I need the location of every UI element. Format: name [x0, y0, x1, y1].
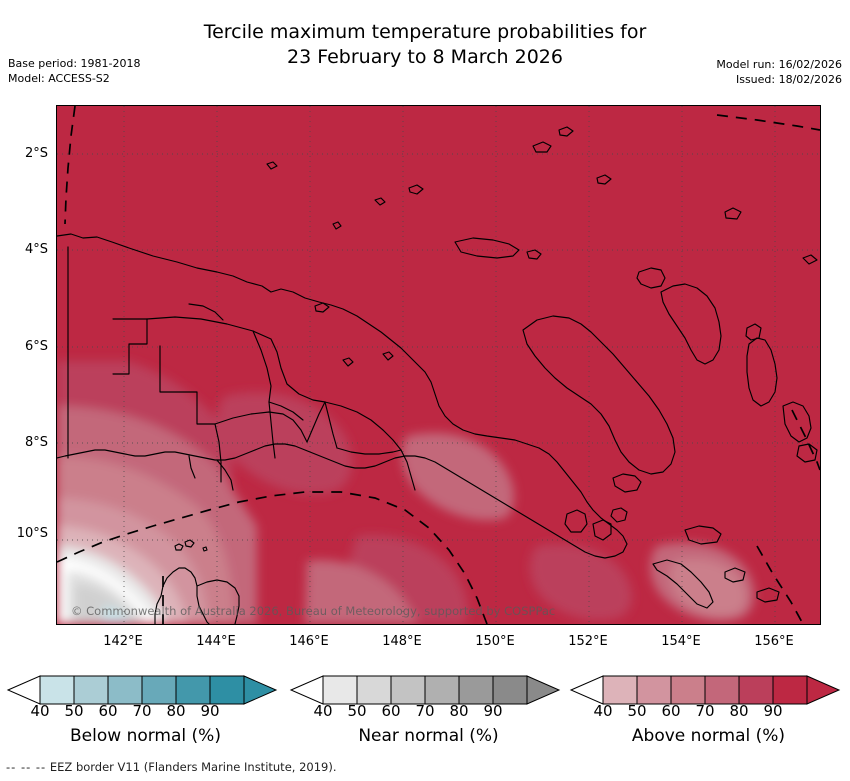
colorbar-above-normal-caption: Above normal (%)	[631, 726, 786, 746]
eez-dash-sample: -- -- --	[6, 760, 47, 774]
x-tick-label-154E: 154°E	[661, 634, 701, 649]
model-text: Model: ACCESS-S2	[8, 72, 110, 85]
colorbar-near-normal-swatches	[289, 675, 561, 705]
cb1-tick-90: 90	[200, 702, 220, 720]
cb2-tick-50: 50	[347, 702, 367, 720]
x-tick-label-144E: 144°E	[196, 634, 236, 649]
y-tick-label-6S: 6°S	[24, 339, 48, 354]
cb3-tick-50: 50	[627, 702, 647, 720]
cb2-tick-80: 80	[449, 702, 469, 720]
y-tick-label-10S: 10°S	[16, 526, 48, 541]
cb1-tick-60: 60	[98, 702, 118, 720]
cb2-tick-90: 90	[483, 702, 503, 720]
x-tick-label-156E: 156°E	[754, 634, 794, 649]
x-tick-label-150E: 150°E	[475, 634, 515, 649]
cb1-tick-40: 40	[30, 702, 50, 720]
cb2-tick-60: 60	[381, 702, 401, 720]
colorbar-near-normal-caption: Near normal (%)	[358, 726, 499, 746]
graticule-grid	[57, 106, 820, 624]
x-tick-label-146E: 146°E	[289, 634, 329, 649]
colorbar-above-normal-ticks: 40 50 60 70 80 90	[567, 702, 850, 720]
x-tick-label-148E: 148°E	[382, 634, 422, 649]
map-copyright: © Commonwealth of Australia 2026, Bureau…	[71, 604, 556, 618]
issued-text: Issued: 18/02/2026	[735, 73, 842, 86]
x-tick-label-152E: 152°E	[568, 634, 608, 649]
y-tick-label-2S: 2°S	[24, 146, 48, 161]
cb2-tick-40: 40	[313, 702, 333, 720]
y-tick-label-4S: 4°S	[24, 242, 48, 257]
eez-border-layer	[57, 106, 820, 624]
colorbar-below-normal	[4, 672, 287, 708]
cb1-tick-50: 50	[64, 702, 84, 720]
x-tick-label-142E: 142°E	[103, 634, 143, 649]
colorbar-near-normal	[287, 672, 570, 708]
cb3-tick-60: 60	[661, 702, 681, 720]
title-line-2: 23 February to 8 March 2026	[286, 46, 563, 68]
colorbar-near-normal-ticks: 40 50 60 70 80 90	[287, 702, 570, 720]
metadata-left: Base period: 1981-2018 Model: ACCESS-S2	[8, 56, 140, 86]
eez-legend-text: EEZ border V11 (Flanders Marine Institut…	[49, 760, 337, 774]
colorbar-above-normal-swatches	[569, 675, 841, 705]
cb3-tick-70: 70	[695, 702, 715, 720]
cb1-tick-70: 70	[132, 702, 152, 720]
page-title: Tercile maximum temperature probabilitie…	[0, 20, 850, 70]
base-period-text: Base period: 1981-2018	[8, 57, 141, 70]
map-plot-area: © Commonwealth of Australia 2026, Bureau…	[56, 105, 821, 625]
colorbar-above-normal	[567, 672, 850, 708]
y-tick-label-8S: 8°S	[24, 435, 48, 450]
colorbar-below-normal-ticks: 40 50 60 70 80 90	[4, 702, 287, 720]
title-line-1: Tercile maximum temperature probabilitie…	[203, 21, 647, 43]
coastline-border-layer	[57, 126, 818, 624]
cb3-tick-90: 90	[763, 702, 783, 720]
eez-legend: -- -- -- EEZ border V11 (Flanders Marine…	[6, 760, 337, 774]
colorbar-below-normal-swatches	[6, 675, 278, 705]
cb1-tick-80: 80	[166, 702, 186, 720]
cb3-tick-40: 40	[593, 702, 613, 720]
cb2-tick-70: 70	[415, 702, 435, 720]
metadata-right: Model run: 16/02/2026 Issued: 18/02/2026	[716, 57, 842, 87]
cb3-tick-80: 80	[729, 702, 749, 720]
colorbar-below-normal-caption: Below normal (%)	[70, 726, 221, 746]
model-run-text: Model run: 16/02/2026	[716, 58, 842, 71]
